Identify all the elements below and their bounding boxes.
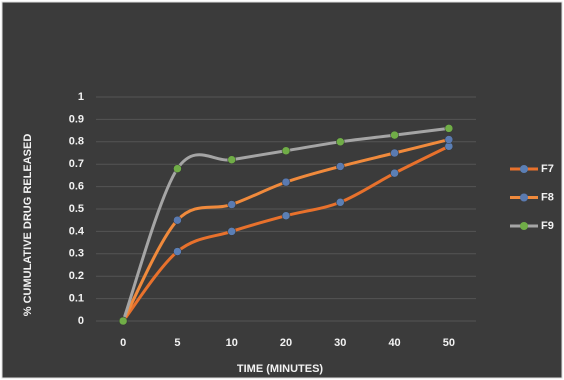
- y-tick-label: 0.6: [69, 181, 84, 193]
- legend-marker: [520, 193, 528, 202]
- data-point: [281, 146, 291, 156]
- x-tick-label: 20: [280, 337, 292, 349]
- y-tick-label: 0.8: [69, 136, 84, 148]
- data-point: [173, 215, 182, 225]
- y-tick-label: 0.9: [69, 113, 84, 125]
- data-point: [336, 137, 345, 147]
- legend-label: F8: [541, 191, 554, 203]
- x-tick-label: 0: [120, 337, 126, 349]
- data-point: [227, 155, 236, 164]
- legend-marker: [520, 222, 528, 230]
- x-axis-title: TIME (MINUTES): [237, 363, 323, 375]
- data-point: [281, 177, 291, 187]
- x-tick-label: 40: [388, 337, 400, 349]
- data-point: [336, 162, 345, 171]
- data-point: [118, 316, 128, 326]
- y-tick-label: 0.2: [69, 270, 84, 282]
- y-tick-label: 0.4: [69, 225, 85, 237]
- y-tick-label: 0.5: [69, 203, 84, 215]
- data-point: [336, 198, 345, 207]
- y-tick-label: 0.3: [69, 248, 84, 260]
- y-axis-title: % CUMULATIVE DRUG RELEASED: [22, 134, 34, 317]
- data-point: [390, 148, 399, 158]
- y-tick-label: 0.7: [69, 158, 84, 170]
- data-point: [227, 200, 236, 209]
- legend-label: F9: [541, 220, 554, 232]
- data-point: [173, 164, 182, 173]
- data-point: [173, 247, 182, 256]
- x-tick-label: 50: [443, 337, 455, 349]
- data-point: [390, 130, 399, 140]
- x-tick-label: 10: [226, 337, 238, 349]
- data-point: [227, 227, 236, 236]
- x-tick-label: 30: [334, 337, 346, 349]
- y-tick-label: 0.1: [69, 293, 84, 305]
- x-tick-label: 5: [174, 337, 180, 349]
- legend-label: F7: [541, 163, 554, 175]
- data-point: [281, 211, 291, 220]
- y-tick-label: 1: [78, 91, 84, 103]
- data-point: [444, 124, 454, 133]
- data-point: [444, 135, 454, 144]
- data-point: [390, 168, 399, 178]
- legend-marker: [520, 165, 528, 173]
- y-tick-label: 0: [78, 315, 84, 327]
